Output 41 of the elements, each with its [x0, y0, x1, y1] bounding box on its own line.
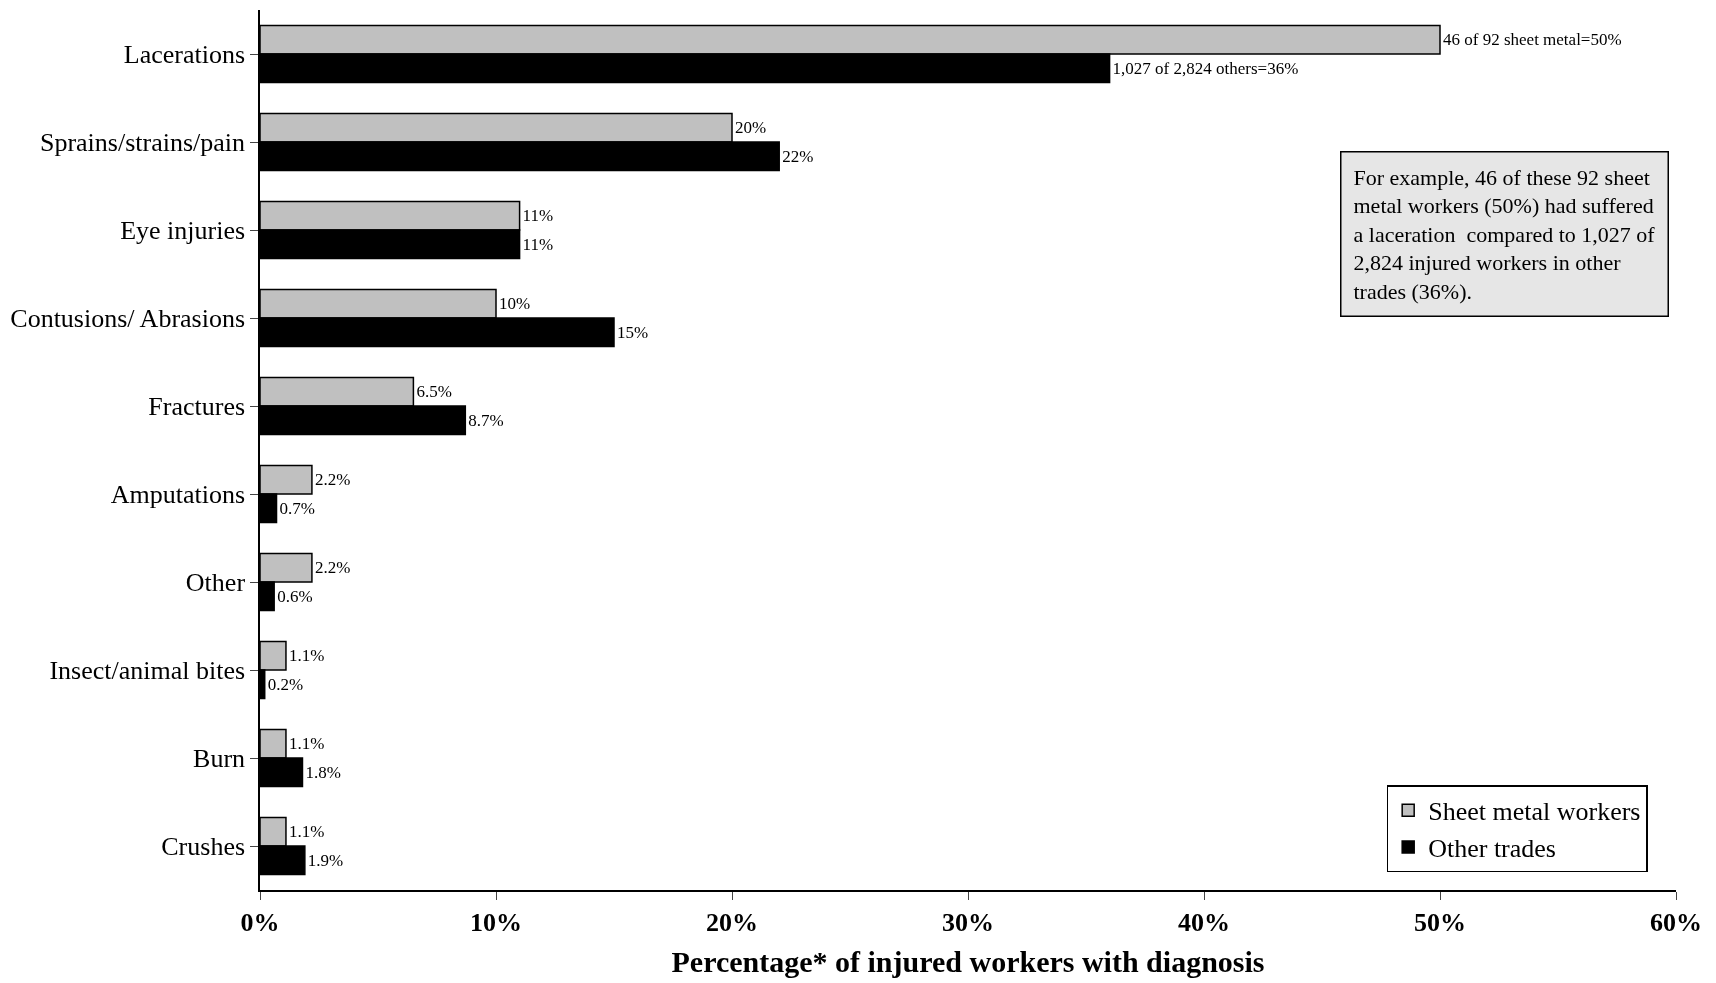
y-tick-label: Sprains/strains/pain	[39, 128, 246, 158]
y-tick-label: Contusions/ Abrasions	[10, 304, 246, 334]
y-tick-label: Fractures	[148, 392, 246, 422]
y-tick-label: Crushes	[161, 832, 246, 862]
data-label: 1.1%	[288, 822, 325, 842]
data-label: 2.2%	[314, 558, 351, 578]
data-label: 11%	[522, 206, 554, 226]
data-label: 10%	[499, 294, 531, 314]
data-label: 1,027 of 2,824 others=36%	[1112, 58, 1299, 78]
x-tick-label: 50%	[1414, 907, 1466, 937]
data-label: 0.2%	[267, 674, 304, 694]
y-tick-label: Amputations	[110, 480, 246, 510]
data-label: 0.7%	[279, 498, 315, 518]
y-tick-label: Eye injuries	[120, 216, 246, 246]
x-tick-label: 60%	[1650, 907, 1702, 937]
data-label: 20%	[735, 118, 767, 138]
annotation: For example, 46 of these 92 sheet metal workers (50%) had suffered a laceration compared to 1,027 of 2,824 injured workers in other trades (36%).	[1353, 164, 1656, 304]
data-label: 8.7%	[468, 410, 504, 430]
x-axis-title: Percentage* of injured workers with diagnosis	[671, 944, 1265, 978]
data-label: 0.6%	[277, 586, 313, 606]
data-label: 2.2%	[314, 470, 351, 490]
y-tick-label: Lacerations	[123, 40, 246, 70]
data-label: 11%	[522, 234, 554, 254]
x-tick-label: 10%	[470, 907, 522, 937]
data-label: 1.1%	[288, 734, 325, 754]
data-label: 1.9%	[307, 850, 344, 870]
x-tick-label: 20%	[706, 907, 758, 937]
y-tick-label: Insect/animal bites	[49, 656, 246, 686]
data-label: 46 of 92 sheet metal=50%	[1443, 30, 1622, 50]
data-label: 15%	[617, 322, 649, 342]
data-label: 1.8%	[305, 762, 341, 782]
x-tick-label: 0%	[240, 907, 280, 937]
data-label: 1.1%	[288, 646, 325, 666]
x-tick-label: 40%	[1178, 907, 1230, 937]
data-label: 22%	[782, 146, 814, 166]
legend-label: Sheet metal workers	[1428, 797, 1641, 827]
data-label: 6.5%	[416, 382, 452, 402]
y-tick-label: Other	[185, 568, 246, 598]
legend-label: Other trades	[1428, 834, 1556, 864]
x-tick-label: 30%	[942, 907, 994, 937]
y-tick-label: Burn	[193, 744, 246, 774]
